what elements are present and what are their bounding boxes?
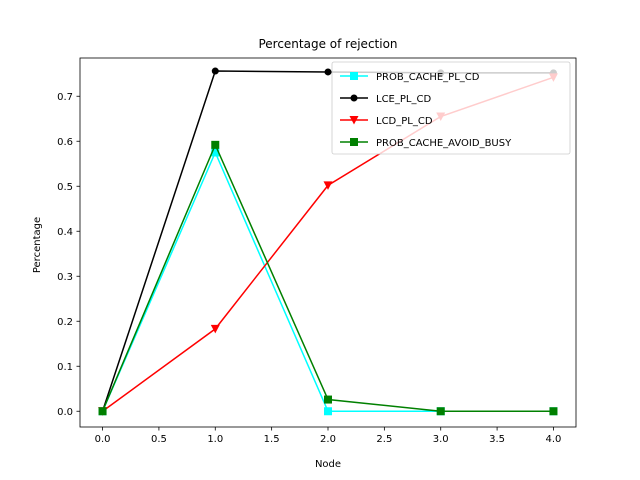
y-tick-label: 0.3 — [57, 272, 73, 283]
y-tick-label: 0.5 — [57, 182, 73, 193]
data-point — [98, 407, 107, 416]
legend-label: PROB_CACHE_PL_CD — [376, 72, 480, 83]
x-tick-label: 1.5 — [264, 434, 280, 445]
legend-label: LCE_PL_CD — [376, 94, 431, 105]
series-prob-cache-avoid-busy — [98, 140, 558, 416]
legend-label: LCD_PL_CD — [376, 116, 433, 127]
x-tick-label: 0.5 — [151, 434, 167, 445]
data-point — [210, 324, 220, 334]
data-point — [211, 140, 220, 149]
x-tick-label: 2.0 — [320, 434, 336, 445]
data-point — [211, 67, 219, 75]
y-tick-label: 0.2 — [57, 317, 73, 328]
data-point — [324, 395, 332, 404]
y-axis-title: Percentage — [32, 217, 43, 273]
y-tick-label: 0.6 — [57, 137, 73, 148]
x-tick-label: 2.5 — [376, 434, 392, 445]
legend-box — [331, 61, 571, 155]
y-tick-label: 0.1 — [57, 362, 73, 373]
legend-marker — [349, 116, 359, 125]
legend-label: PROB_CACHE_AVOID_BUSY — [376, 138, 512, 149]
data-point — [324, 68, 332, 76]
data-point — [549, 407, 558, 416]
legend: PROB_CACHE_PL_CD LCE_PL_CD LCD_PL_CD PROB_C… — [331, 61, 571, 155]
x-tick-label: 0.0 — [95, 434, 111, 445]
chart-title: Percentage of rejection — [258, 37, 397, 51]
legend-marker — [350, 138, 358, 146]
x-tick-label: 1.0 — [207, 434, 223, 445]
legend-marker — [350, 72, 358, 80]
x-axis-title: Node — [315, 459, 341, 470]
y-tick-label: 0.4 — [57, 227, 73, 238]
legend-marker — [350, 94, 358, 102]
data-point — [323, 181, 333, 190]
x-tick-label: 3.5 — [489, 434, 505, 445]
data-point — [211, 148, 220, 157]
y-tick-label: 0.7 — [57, 92, 73, 103]
x-tick-label: 4.0 — [546, 434, 562, 445]
data-point — [436, 407, 445, 416]
x-tick-label: 3.0 — [433, 434, 449, 445]
y-tick-label: 0.0 — [57, 407, 73, 418]
data-point — [324, 407, 332, 416]
